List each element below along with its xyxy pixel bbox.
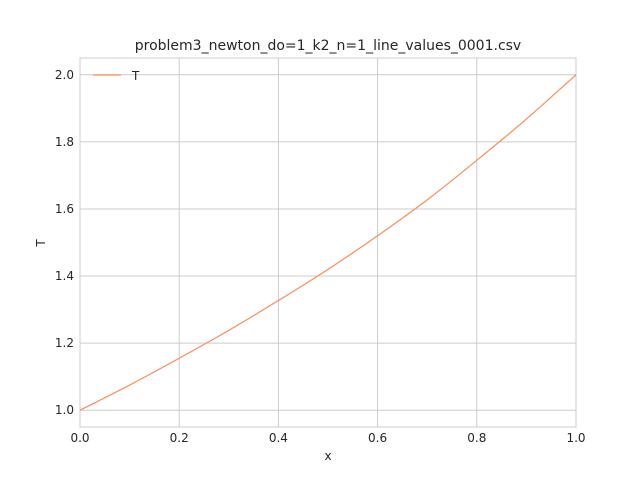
legend-label-t: T <box>131 69 140 83</box>
y-tick-label: 2.0 <box>55 68 74 82</box>
x-tick-label: 0.8 <box>467 431 486 445</box>
series-layer <box>79 74 577 411</box>
x-tick-label: 0.2 <box>170 431 189 445</box>
y-tick-label: 1.8 <box>55 135 74 149</box>
series-line-t <box>79 74 577 411</box>
x-axis-ticks: 0.0 0.2 0.4 0.6 0.8 1.0 <box>70 431 585 445</box>
y-tick-label: 1.6 <box>55 202 74 216</box>
y-tick-label: 1.0 <box>55 403 74 417</box>
plot-frame <box>79 57 577 428</box>
x-tick-label: 1.0 <box>566 431 585 445</box>
x-axis-label: x <box>324 449 331 463</box>
y-tick-label: 1.4 <box>55 269 74 283</box>
y-axis-ticks: 1.0 1.2 1.4 1.6 1.8 2.0 <box>55 68 74 417</box>
x-tick-label: 0.6 <box>368 431 387 445</box>
x-tick-label: 0.4 <box>269 431 288 445</box>
y-axis-label: T <box>34 239 48 248</box>
chart-title: problem3_newton_do=1_k2_n=1_line_values_… <box>135 38 521 54</box>
y-tick-label: 1.2 <box>55 336 74 350</box>
legend: T <box>93 69 140 83</box>
x-tick-label: 0.0 <box>70 431 89 445</box>
